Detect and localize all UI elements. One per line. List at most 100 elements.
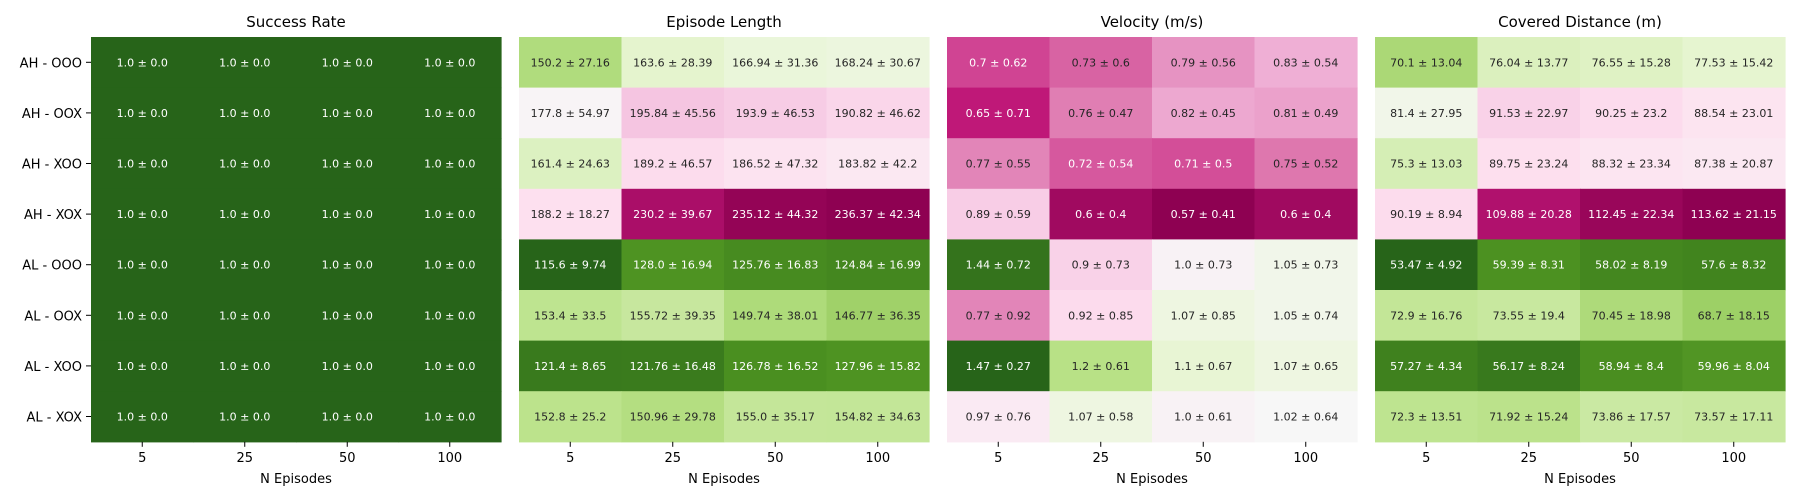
heatmap-cell [1049,87,1153,139]
heatmap-cell [1152,188,1256,240]
heatmap-cell [826,188,930,240]
heatmap-cell [519,391,623,443]
cell-label: 0.9 ± 0.73 [1072,259,1130,272]
heatmap-cell [1152,138,1256,190]
heatmap-cell [826,37,930,89]
cell-label: 59.96 ± 8.04 [1698,360,1770,373]
cell-label: 1.0 ± 0.0 [322,259,373,272]
heatmap-cell [1580,290,1684,342]
cell-label: 0.77 ± 0.55 [966,158,1031,171]
heatmap-cell [621,290,725,342]
heatmap-cell [398,37,502,89]
cell-label: 0.72 ± 0.54 [1068,158,1133,171]
heatmap-cell [1580,138,1684,190]
cell-label: 146.77 ± 36.35 [835,309,921,322]
heatmap-cell [1152,87,1256,139]
cell-label: 71.92 ± 15.24 [1489,411,1568,424]
cell-label: 1.0 ± 0.0 [219,208,270,221]
y-tick-label: AL - XOX [27,411,83,426]
cell-label: 87.38 ± 20.87 [1694,158,1773,171]
heatmap-cell [1580,239,1684,291]
cell-label: 1.0 ± 0.61 [1174,411,1232,424]
cell-label: 1.0 ± 0.0 [219,360,270,373]
cell-label: 1.0 ± 0.0 [219,411,270,424]
heatmap-cell [947,138,1051,190]
cell-label: 153.4 ± 33.5 [534,309,606,322]
heatmap-cell [296,290,400,342]
heatmap-cell [1375,239,1479,291]
heatmap-cell [621,239,725,291]
cell-label: 0.97 ± 0.76 [966,411,1031,424]
cell-label: 1.44 ± 0.72 [966,259,1031,272]
cell-label: 109.88 ± 20.28 [1486,208,1572,221]
heatmap-cell [1254,138,1358,190]
heatmap-cell [296,239,400,291]
cell-label: 190.82 ± 46.62 [835,107,921,120]
cell-label: 0.83 ± 0.54 [1273,56,1338,69]
heatmap-cell [1152,340,1256,392]
cell-label: 57.27 ± 4.34 [1390,360,1462,373]
cell-label: 125.76 ± 16.83 [732,259,818,272]
heatmap-cell [947,391,1051,443]
cell-label: 1.0 ± 0.0 [117,208,168,221]
cell-label: 1.0 ± 0.0 [424,411,475,424]
heatmap-cell [1477,290,1581,342]
heatmap-cell [1049,239,1153,291]
heatmap-cell [621,391,725,443]
heatmap-cell [1682,290,1786,342]
cell-label: 0.81 ± 0.49 [1273,107,1338,120]
cell-label: 70.1 ± 13.04 [1390,56,1462,69]
cell-label: 0.75 ± 0.52 [1273,158,1338,171]
cell-label: 163.6 ± 28.39 [633,56,712,69]
heatmap-cell [1254,391,1358,443]
cell-label: 1.0 ± 0.0 [219,56,270,69]
heatmap-cell [621,138,725,190]
heatmap-cell [398,340,502,392]
heatmap-cell [1477,37,1581,89]
cell-label: 73.55 ± 19.4 [1493,309,1565,322]
cell-label: 189.2 ± 46.57 [633,158,712,171]
heatmap-cell [398,188,502,240]
heatmap-cell [621,188,725,240]
cell-label: 193.9 ± 46.53 [736,107,815,120]
heatmap-cell [91,340,195,392]
heatmap-cell [724,239,828,291]
x-tick-label: 50 [1623,451,1640,466]
cell-label: 1.0 ± 0.0 [117,259,168,272]
heatmap-cell [1049,340,1153,392]
cell-label: 0.71 ± 0.5 [1174,158,1232,171]
cell-label: 0.57 ± 0.41 [1171,208,1236,221]
cell-label: 76.55 ± 15.28 [1592,56,1671,69]
heatmap-cell [91,188,195,240]
cell-label: 53.47 ± 4.92 [1390,259,1462,272]
cell-label: 73.57 ± 17.11 [1694,411,1773,424]
heatmap-cell [91,138,195,190]
heatmap-cell [1254,340,1358,392]
cell-label: 1.0 ± 0.73 [1174,259,1232,272]
heatmap-cell [1152,391,1256,443]
heatmap-cell [519,188,623,240]
cell-label: 154.82 ± 34.63 [835,411,921,424]
heatmap-cell [1580,188,1684,240]
x-tick-label: 5 [138,451,146,466]
cell-label: 70.45 ± 18.98 [1592,309,1671,322]
heatmap-cell [296,138,400,190]
cell-label: 90.19 ± 8.94 [1390,208,1462,221]
cell-label: 72.9 ± 16.76 [1390,309,1462,322]
x-axis-label: N Episodes [260,472,332,487]
cell-label: 1.0 ± 0.0 [117,158,168,171]
heatmap-cell [1580,37,1684,89]
heatmap-cell [826,138,930,190]
heatmap-cell [1682,391,1786,443]
x-tick-label: 5 [1422,451,1430,466]
cell-label: 115.6 ± 9.74 [534,259,606,272]
heatmap-cell [1477,340,1581,392]
cell-label: 73.86 ± 17.57 [1592,411,1671,424]
heatmap-cell [1254,87,1358,139]
heatmap-cell [519,138,623,190]
y-tick-label: AH - OOO [20,56,82,71]
cell-label: 113.62 ± 21.15 [1691,208,1777,221]
x-axis-label: N Episodes [1116,472,1188,487]
heatmap-cell [296,87,400,139]
cell-label: 0.6 ± 0.4 [1075,208,1126,221]
